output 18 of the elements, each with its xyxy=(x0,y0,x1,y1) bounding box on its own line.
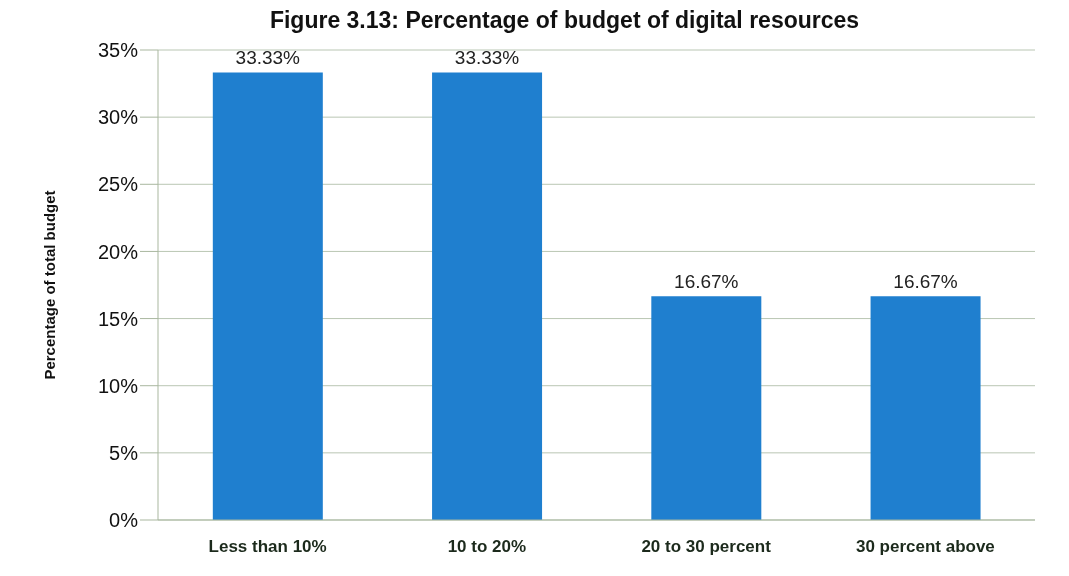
data-label: 16.67% xyxy=(674,271,739,293)
x-tick-label: 10 to 20% xyxy=(447,537,527,557)
y-axis-title: Percentage of total budget xyxy=(41,190,59,380)
y-tick-label: 35% xyxy=(97,39,139,62)
y-tick-label: 0% xyxy=(109,509,139,532)
x-tick-label: 20 to 30 percent xyxy=(641,537,772,557)
y-tick-label: 25% xyxy=(97,173,139,196)
data-label: 16.67% xyxy=(893,271,958,293)
y-tick-label: 30% xyxy=(97,106,139,129)
chart-title: Figure 3.13: Percentage of budget of digital resources xyxy=(268,6,861,35)
y-tick-label: 20% xyxy=(97,240,139,263)
x-tick-label: 30 percent above xyxy=(855,537,995,557)
x-tick-label: Less than 10% xyxy=(208,537,327,557)
y-tick-label: 10% xyxy=(97,374,139,397)
data-label: 33.33% xyxy=(454,47,520,69)
y-tick-label: 5% xyxy=(109,441,139,464)
data-label: 33.33% xyxy=(235,47,301,69)
y-tick-label: 15% xyxy=(97,307,139,330)
